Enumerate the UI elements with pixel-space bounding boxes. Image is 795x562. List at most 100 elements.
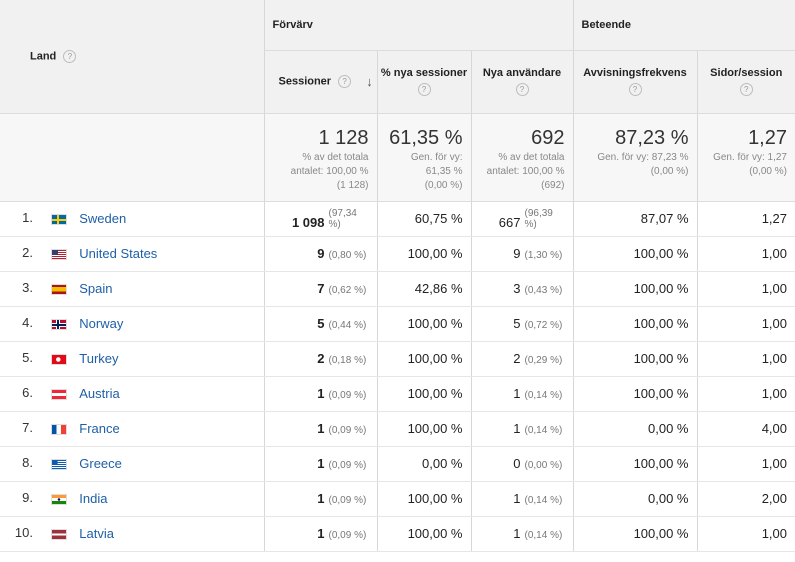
bounce-rate-value: 100,00 % <box>633 351 689 366</box>
country-cell: 1. Sweden <box>0 201 264 237</box>
table-row: 10. Latvia 1 (0,09 %) 100,00 % 1 (0,14 %) … <box>0 516 795 552</box>
column-header-new-sessions[interactable]: % nya sessioner ? <box>376 50 471 114</box>
new-users-cell: 9 (1,30 %) <box>470 236 573 272</box>
bounce-rate-value: 100,00 % <box>633 316 689 331</box>
row-number: 7. <box>22 420 33 436</box>
country-link[interactable]: Austria <box>79 386 120 402</box>
bounce-rate-value: 100,00 % <box>633 386 689 401</box>
row-number: 8. <box>22 455 33 471</box>
sessions-percent: (0,09 %) <box>328 390 367 401</box>
new-sessions-cell: 100,00 % <box>376 306 471 342</box>
new-users-percent: (0,14 %) <box>524 425 563 436</box>
new-users-value: 5 <box>513 316 521 331</box>
country-link[interactable]: Turkey <box>79 351 119 367</box>
country-link[interactable]: Spain <box>79 281 113 297</box>
table-row: 3. Spain 7 (0,62 %) 42,86 % 3 (0,43 %) 100… <box>0 271 795 307</box>
new-sessions-cell: 100,00 % <box>376 411 471 447</box>
sessions-percent: (0,09 %) <box>328 530 367 541</box>
help-icon[interactable]: ? <box>739 83 753 97</box>
row-number: 2. <box>22 245 33 261</box>
country-cell: 8. Greece <box>0 446 264 482</box>
pages-per-session-cell: 1,00 <box>696 376 795 412</box>
new-sessions-cell: 100,00 % <box>376 341 471 377</box>
total-sub: Gen. för vy: <box>410 151 463 163</box>
bounce-rate-value: 87,07 % <box>640 211 689 226</box>
country-link[interactable]: Greece <box>79 456 122 472</box>
new-sessions-value: 100,00 % <box>407 246 463 261</box>
new-users-value: 1 <box>513 421 521 436</box>
new-users-cell: 1 (0,14 %) <box>470 481 573 517</box>
total-sub: (0,00 %) <box>749 165 787 177</box>
new-sessions-value: 100,00 % <box>407 421 463 436</box>
country-link[interactable]: India <box>79 491 108 507</box>
help-icon[interactable]: ? <box>515 83 529 97</box>
table-row: 5. Turkey 2 (0,18 %) 100,00 % 2 (0,29 %) 1… <box>0 341 795 377</box>
pages-per-session-cell: 1,00 <box>696 446 795 482</box>
sessions-percent: (0,09 %) <box>328 460 367 471</box>
new-users-value: 667 <box>498 214 521 230</box>
column-header-pages-per-session[interactable]: Sidor/session ? <box>696 50 795 114</box>
bounce-rate-value: 100,00 % <box>633 526 689 541</box>
country-cell: 2. United States <box>0 236 264 272</box>
new-sessions-cell: 0,00 % <box>376 446 471 482</box>
pages-per-session-value: 4,00 <box>761 421 787 436</box>
pages-per-session-cell: 1,27 <box>696 201 795 237</box>
table-row: 4. Norway 5 (0,44 %) 100,00 % 5 (0,72 %) 1… <box>0 306 795 342</box>
column-header-sessions[interactable]: Sessioner ? ↓ <box>263 50 377 114</box>
country-cell: 10. Latvia <box>0 516 264 552</box>
dimension-header[interactable]: Land ? <box>0 0 264 114</box>
country-link[interactable]: Latvia <box>79 526 114 542</box>
pages-per-session-value: 1,00 <box>761 281 787 296</box>
new-users-cell: 3 (0,43 %) <box>470 271 573 307</box>
country-link[interactable]: United States <box>79 246 158 262</box>
bounce-rate-value: 100,00 % <box>633 281 689 296</box>
bounce-rate-value: 0,00 % <box>648 491 689 506</box>
pages-per-session-cell: 1,00 <box>696 306 795 342</box>
totals-pages-per-session: 1,27 Gen. för vy: 1,27 (0,00 %) <box>696 113 795 202</box>
sessions-value: 1 <box>317 386 325 401</box>
new-users-value: 9 <box>513 246 521 261</box>
help-icon[interactable]: ? <box>338 74 352 88</box>
country-cell: 3. Spain <box>0 271 264 307</box>
table-row: 7. France 1 (0,09 %) 100,00 % 1 (0,14 %) 0… <box>0 411 795 447</box>
totals-label-cell <box>0 113 264 202</box>
table-row: 9. India 1 (0,09 %) 100,00 % 1 (0,14 %) 0,… <box>0 481 795 517</box>
new-users-percent: (0,72 %) <box>524 320 563 331</box>
row-number: 5. <box>22 350 33 366</box>
totals-sessions: 1 128 % av det totala antalet: 100,00 % (1… <box>263 113 377 202</box>
sessions-cell: 1 (0,09 %) <box>263 411 377 447</box>
country-link[interactable]: Sweden <box>79 211 127 227</box>
bounce-rate-cell: 100,00 % <box>572 236 697 272</box>
new-users-cell: 667(96,39 %) <box>470 201 573 237</box>
sessions-cell: 1 (0,09 %) <box>263 481 377 517</box>
country-link[interactable]: Norway <box>79 316 124 332</box>
help-icon[interactable]: ? <box>63 49 77 63</box>
flag-se-icon <box>50 213 67 225</box>
flag-gr-icon <box>50 458 67 470</box>
sessions-cell: 9 (0,80 %) <box>263 236 377 272</box>
new-users-value: 3 <box>513 281 521 296</box>
country-link[interactable]: France <box>79 421 120 437</box>
group-header-acquisition: Förvärv <box>263 0 573 51</box>
bounce-rate-cell: 87,07 % <box>572 201 697 237</box>
column-header-new-users[interactable]: Nya användare ? <box>470 50 573 114</box>
sort-descending-icon[interactable]: ↓ <box>366 73 373 89</box>
bounce-rate-value: 100,00 % <box>633 456 689 471</box>
new-users-percent: (0,29 %) <box>524 355 563 366</box>
column-header-bounce-rate[interactable]: Avvisningsfrekvens ? <box>572 50 697 114</box>
sessions-percent: (0,09 %) <box>328 495 367 506</box>
sessions-percent: (0,80 %) <box>328 250 367 261</box>
sessions-value: 1 <box>317 421 325 436</box>
sessions-value: 5 <box>317 316 325 331</box>
dimension-label: Land <box>30 50 57 63</box>
table-row: 2. United States 9 (0,80 %) 100,00 % 9 (1,… <box>0 236 795 272</box>
new-sessions-cell: 60,75 % <box>376 201 471 237</box>
total-sub: % av det totala <box>302 151 369 163</box>
total-value: 692 <box>531 126 565 149</box>
bounce-rate-cell: 100,00 % <box>572 516 697 552</box>
table-row: 8. Greece 1 (0,09 %) 0,00 % 0 (0,00 %) 100… <box>0 446 795 482</box>
bounce-rate-value: 0,00 % <box>648 421 689 436</box>
help-icon[interactable]: ? <box>417 83 431 97</box>
help-icon[interactable]: ? <box>628 83 642 97</box>
new-users-value: 1 <box>513 526 521 541</box>
